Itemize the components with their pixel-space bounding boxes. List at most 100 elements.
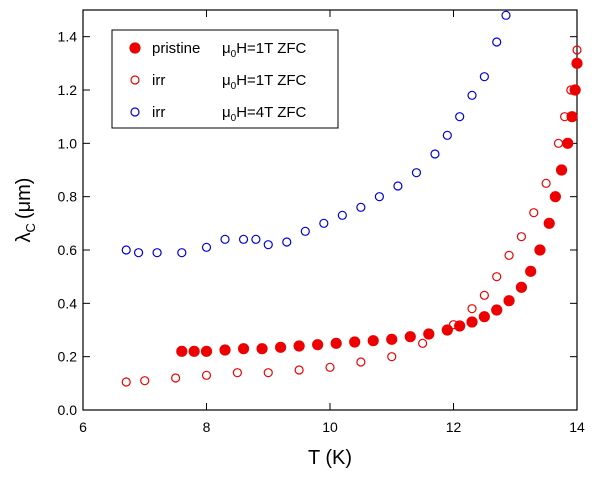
legend-field-prefix: μ [222,104,231,121]
y-tick-label: 0.6 [58,242,78,258]
series [176,57,583,357]
point [232,368,242,378]
point [430,149,440,159]
point [393,181,403,191]
x-tick-label: 14 [569,419,585,435]
point [491,304,503,316]
point [455,112,465,122]
point [467,304,477,314]
legend-field: μ0H=4T ZFC [222,104,307,124]
point [441,324,453,336]
point [387,352,397,362]
point [152,248,162,258]
point [140,376,150,386]
legend-box [111,29,339,129]
point [256,343,268,355]
point [294,365,304,375]
point [121,245,131,255]
x-axis-label: T (K) [308,447,352,469]
y-tick-label: 1.4 [58,29,78,45]
point [555,164,568,176]
point [553,138,564,148]
point [237,343,250,355]
y-tick-label: 0.0 [58,402,78,418]
legend-label: irr [152,104,165,121]
point [448,320,459,330]
point [337,210,347,220]
legend-field-sub: 0 [231,81,237,92]
y-tick-label: 0.4 [58,295,78,311]
point [330,337,342,349]
point [188,345,200,357]
point [201,242,212,252]
point [479,290,489,300]
point [220,234,230,244]
point [121,377,131,387]
point [367,335,379,347]
point [404,331,416,343]
series [121,45,582,387]
point [562,137,574,149]
point [560,112,570,122]
series [121,10,511,258]
point [418,338,428,348]
point [325,362,335,372]
y-tick-label: 0.8 [58,189,78,205]
point [263,368,273,378]
legend-field-rest: H=1T ZFC [236,72,306,89]
x-tick-label: 12 [446,419,462,435]
point [312,339,324,351]
point [319,218,329,228]
point [479,72,489,82]
point [534,244,546,256]
point [349,336,361,348]
point [503,295,515,307]
y-axis-label: λC (μm) [13,178,38,243]
x-tick-label: 8 [203,419,211,435]
point [177,248,187,258]
point [219,344,231,356]
point [516,232,527,242]
point [282,237,292,247]
point [200,345,213,357]
point [541,178,551,188]
point [300,226,310,236]
point [251,234,261,244]
y-label-symbol: λ [13,232,35,242]
point [501,10,511,20]
point [171,373,181,383]
point [386,333,398,345]
point [263,240,273,250]
y-label-subscript: C [23,223,38,232]
point [529,208,539,218]
legend-field-sub: 0 [231,113,237,124]
point [275,341,287,353]
legend-field: μ0H=1T ZFC [222,72,307,92]
point [478,311,490,323]
point [467,90,477,100]
point [423,328,435,340]
y-label-unit: (μm) [13,178,35,220]
x-tick-label: 6 [79,419,87,435]
point [293,340,305,352]
point [466,316,478,328]
y-tick-label: 0.2 [58,349,78,365]
legend-field-rest: H=4T ZFC [236,104,306,121]
legend-field-sub: 0 [231,49,237,60]
point [504,250,514,260]
legend-field: μ0H=1T ZFC [222,40,307,60]
point [525,265,537,277]
point [411,168,422,178]
point [238,234,249,244]
y-tick-label: 1.0 [58,135,78,151]
legend-field-prefix: μ [222,40,231,57]
legend-field-rest: H=1T ZFC [236,40,306,57]
point [566,85,576,95]
point [442,130,452,140]
point [374,192,384,202]
point [515,281,528,293]
legend-marker [129,42,141,54]
point [571,57,583,69]
point [543,217,555,229]
